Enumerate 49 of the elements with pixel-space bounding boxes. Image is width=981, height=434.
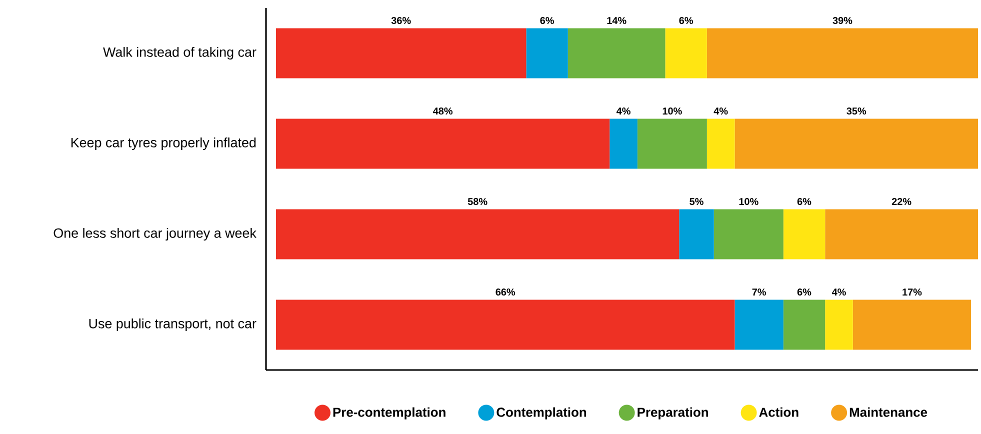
data-label: 6% <box>679 17 694 24</box>
data-label: 48% <box>433 108 453 115</box>
data-label: 36% <box>391 16 411 24</box>
data-label: 4% <box>832 288 846 296</box>
bar <box>665 28 707 78</box>
bar <box>276 300 735 350</box>
bar <box>825 300 853 350</box>
bar <box>637 118 707 169</box>
legend-label: Preparation <box>638 407 708 420</box>
bar <box>610 118 638 169</box>
legend-label: Maintenance <box>850 407 928 417</box>
bar <box>825 209 978 260</box>
y-tick-label: Use public transport, not car <box>89 318 256 332</box>
bar <box>852 300 972 350</box>
data-label: 17% <box>902 288 922 296</box>
y-tick-label: Walk instead of taking car <box>103 46 256 60</box>
bar <box>568 28 666 78</box>
y-tick-label: Keep car tyres properly inflated <box>71 137 256 150</box>
data-label: 6% <box>797 288 812 296</box>
data-label: 39% <box>832 16 852 24</box>
bar <box>783 300 826 350</box>
bar <box>706 118 735 169</box>
data-label: 4% <box>616 108 630 115</box>
data-label: 4% <box>714 108 728 115</box>
data-label: 10% <box>662 108 682 115</box>
bar <box>706 28 978 78</box>
legend-label: Pre-contemplation <box>333 407 446 420</box>
data-label: 66% <box>496 288 516 296</box>
data-label: 6% <box>540 17 554 24</box>
y-tick-label: One less short car journey a week <box>54 228 256 241</box>
bar <box>734 118 978 169</box>
legend-label: Contemplation <box>496 407 586 420</box>
bar <box>276 118 610 169</box>
bar <box>276 209 680 260</box>
bar <box>276 28 526 78</box>
legend-label: Action <box>759 407 798 417</box>
data-label: 35% <box>846 107 866 115</box>
data-label: 14% <box>607 17 626 24</box>
bar <box>679 209 714 260</box>
data-label: 10% <box>739 198 758 206</box>
bar <box>714 209 784 260</box>
data-label: 5% <box>690 198 704 206</box>
bar <box>734 300 784 350</box>
data-label: 58% <box>468 198 488 206</box>
data-label: 7% <box>752 288 766 296</box>
data-label: 6% <box>797 198 812 206</box>
bar <box>783 209 826 260</box>
data-label: 22% <box>892 198 912 206</box>
bar <box>526 28 568 78</box>
